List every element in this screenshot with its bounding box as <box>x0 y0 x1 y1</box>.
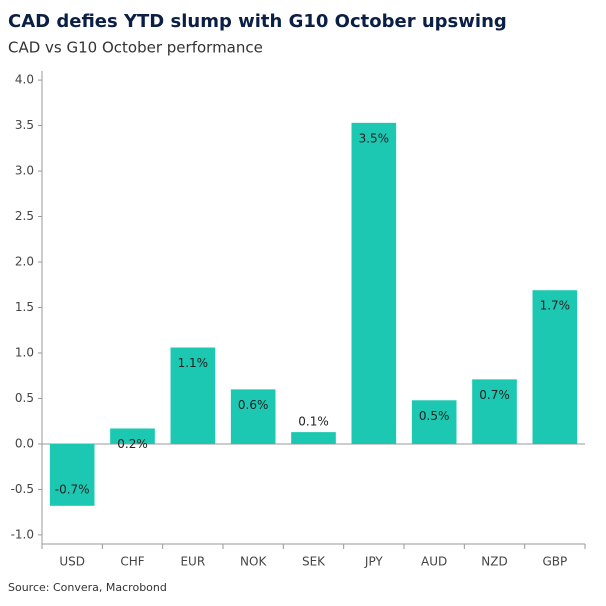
y-tick-label: 2.5 <box>15 209 34 223</box>
x-tick-label: SEK <box>302 555 326 569</box>
bar <box>230 389 276 444</box>
y-tick-label: 2.0 <box>15 255 34 269</box>
value-label: -0.7% <box>55 482 90 496</box>
value-label: 0.6% <box>238 398 269 412</box>
bar <box>472 379 517 444</box>
y-tick-label: 3.5 <box>15 118 34 132</box>
x-tick-label: AUD <box>421 555 447 569</box>
bar <box>411 400 457 444</box>
bar <box>351 122 397 444</box>
y-tick-label: 1.5 <box>15 300 34 314</box>
x-tick-label: EUR <box>180 555 205 569</box>
y-tick-label: 3.0 <box>15 164 34 178</box>
bar <box>110 428 155 444</box>
value-label: 0.5% <box>419 409 450 423</box>
x-tick-label: NOK <box>240 555 267 569</box>
chart-title: CAD defies YTD slump with G10 October up… <box>8 11 507 32</box>
source-note: Source: Convera, Macrobond <box>8 581 167 594</box>
y-tick-label: 1.0 <box>15 345 34 359</box>
bar <box>532 290 578 444</box>
x-tick-label: USD <box>59 555 85 569</box>
chart-subtitle: CAD vs G10 October performance <box>8 39 263 57</box>
y-tick-label: 0.0 <box>15 436 34 450</box>
x-tick-label: CHF <box>120 555 144 569</box>
y-tick-label: 4.0 <box>15 73 34 87</box>
bar <box>291 432 336 444</box>
value-label: 3.5% <box>359 131 390 145</box>
value-label: 1.7% <box>540 299 571 313</box>
y-tick-label: -1.0 <box>11 527 34 541</box>
x-tick-label: JPY <box>364 555 384 569</box>
x-tick-label: GBP <box>542 555 567 569</box>
bar <box>49 443 95 506</box>
bar <box>170 347 216 444</box>
value-label: 1.1% <box>178 356 209 370</box>
y-tick-label: -0.5 <box>11 482 34 496</box>
value-label: 0.1% <box>298 415 329 429</box>
value-label: 0.7% <box>479 388 510 402</box>
value-label: 0.2% <box>117 437 148 451</box>
y-tick-label: 0.5 <box>15 391 34 405</box>
x-tick-label: NZD <box>481 555 507 569</box>
